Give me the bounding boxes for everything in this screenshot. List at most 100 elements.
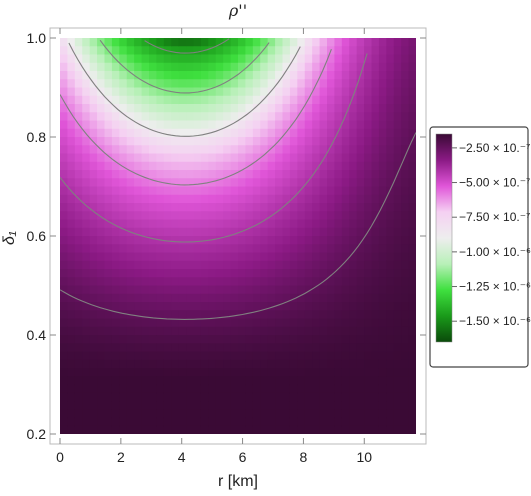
heatmap-cell — [89, 203, 98, 212]
heatmap-cell — [393, 71, 402, 80]
heatmap-cell — [163, 227, 172, 237]
heatmap-cell — [341, 260, 350, 270]
heatmap-cell — [67, 318, 76, 328]
heatmap-cell — [82, 277, 91, 287]
heatmap-cell — [349, 219, 358, 229]
heatmap-cell — [111, 359, 120, 369]
heatmap-cell — [163, 161, 172, 171]
heatmap-cell — [260, 293, 269, 303]
heatmap-cell — [282, 170, 291, 179]
heatmap-cell — [386, 161, 395, 171]
y-axis: 0.20.40.60.81.0 — [27, 30, 426, 442]
heatmap-cell — [74, 38, 83, 47]
heatmap-cell — [82, 112, 91, 122]
heatmap-cell — [327, 277, 336, 287]
heatmap-cell — [193, 161, 202, 171]
heatmap-cell — [223, 71, 232, 80]
heatmap-cell — [215, 137, 224, 146]
heatmap-cell — [260, 392, 269, 402]
heatmap-cell — [282, 104, 291, 113]
heatmap-cell — [378, 62, 387, 72]
heatmap-cell — [186, 359, 195, 369]
heatmap-cell — [408, 227, 416, 237]
heatmap-cell — [134, 409, 143, 419]
heatmap-cell — [97, 260, 106, 270]
heatmap-cell — [275, 145, 284, 155]
heatmap-cell — [334, 260, 343, 270]
heatmap-cell — [408, 170, 416, 179]
heatmap-cell — [97, 79, 106, 89]
heatmap-cell — [82, 244, 91, 254]
heatmap-cell — [364, 260, 373, 270]
heatmap-cell — [134, 137, 143, 146]
heatmap-cell — [378, 170, 387, 179]
heatmap-cell — [378, 351, 387, 361]
heatmap-cell — [208, 310, 217, 320]
heatmap-cell — [89, 359, 98, 369]
heatmap-cell — [304, 219, 313, 229]
heatmap-cell — [304, 417, 313, 427]
heatmap-cell — [341, 310, 350, 320]
heatmap-cell — [223, 211, 232, 221]
heatmap-cell — [141, 236, 150, 245]
heatmap-cell — [230, 376, 239, 386]
heatmap-cell — [215, 368, 224, 377]
heatmap-cell — [104, 219, 113, 229]
heatmap-cell — [97, 302, 106, 311]
heatmap-cell — [312, 236, 321, 245]
heatmap-cell — [304, 409, 313, 419]
heatmap-cell — [186, 203, 195, 212]
heatmap-cell — [149, 203, 158, 212]
heatmap-cell — [171, 326, 180, 336]
heatmap-cell — [74, 326, 83, 336]
heatmap-cell — [275, 318, 284, 328]
heatmap-cell — [304, 318, 313, 328]
heatmap-cell — [356, 87, 365, 97]
heatmap-cell — [312, 62, 321, 72]
heatmap-cell — [252, 343, 261, 353]
heatmap-cell — [60, 153, 69, 163]
heatmap-cell — [230, 302, 239, 311]
heatmap-cell — [364, 335, 373, 344]
heatmap-cell — [126, 409, 135, 419]
heatmap-cell — [193, 409, 202, 419]
heatmap-cell — [67, 62, 76, 72]
heatmap-cell — [186, 401, 195, 410]
heatmap-cell — [371, 128, 380, 138]
heatmap-cell — [119, 145, 128, 155]
heatmap-cell — [378, 112, 387, 122]
heatmap-cell — [282, 95, 291, 105]
heatmap-cell — [275, 310, 284, 320]
heatmap-cell — [134, 359, 143, 369]
heatmap-cell — [230, 46, 239, 56]
heatmap-cell — [230, 211, 239, 221]
heatmap-cell — [89, 112, 98, 122]
heatmap-cell — [364, 285, 373, 295]
heatmap-cell — [341, 384, 350, 394]
heatmap-cell — [186, 87, 195, 97]
heatmap-cell — [393, 335, 402, 344]
heatmap-cell — [89, 384, 98, 394]
heatmap-cell — [126, 326, 135, 336]
heatmap-cell — [60, 401, 69, 410]
heatmap-cell — [341, 71, 350, 80]
heatmap-cell — [364, 145, 373, 155]
heatmap-cell — [60, 260, 69, 270]
heatmap-cell — [401, 128, 410, 138]
heatmap-cell — [245, 38, 254, 47]
heatmap-cell — [193, 302, 202, 311]
heatmap-cell — [386, 54, 395, 64]
heatmap-cell — [267, 417, 276, 427]
heatmap-cell — [238, 54, 247, 64]
heatmap-cell — [304, 128, 313, 138]
heatmap-cell — [297, 87, 306, 97]
heatmap-cell — [119, 203, 128, 212]
heatmap-cell — [408, 219, 416, 229]
heatmap-cell — [60, 335, 69, 344]
heatmap-cell — [141, 137, 150, 146]
heatmap-cell — [378, 384, 387, 394]
heatmap-cell — [163, 145, 172, 155]
heatmap-cell — [356, 203, 365, 212]
heatmap-cell — [282, 194, 291, 204]
heatmap-cell — [230, 260, 239, 270]
